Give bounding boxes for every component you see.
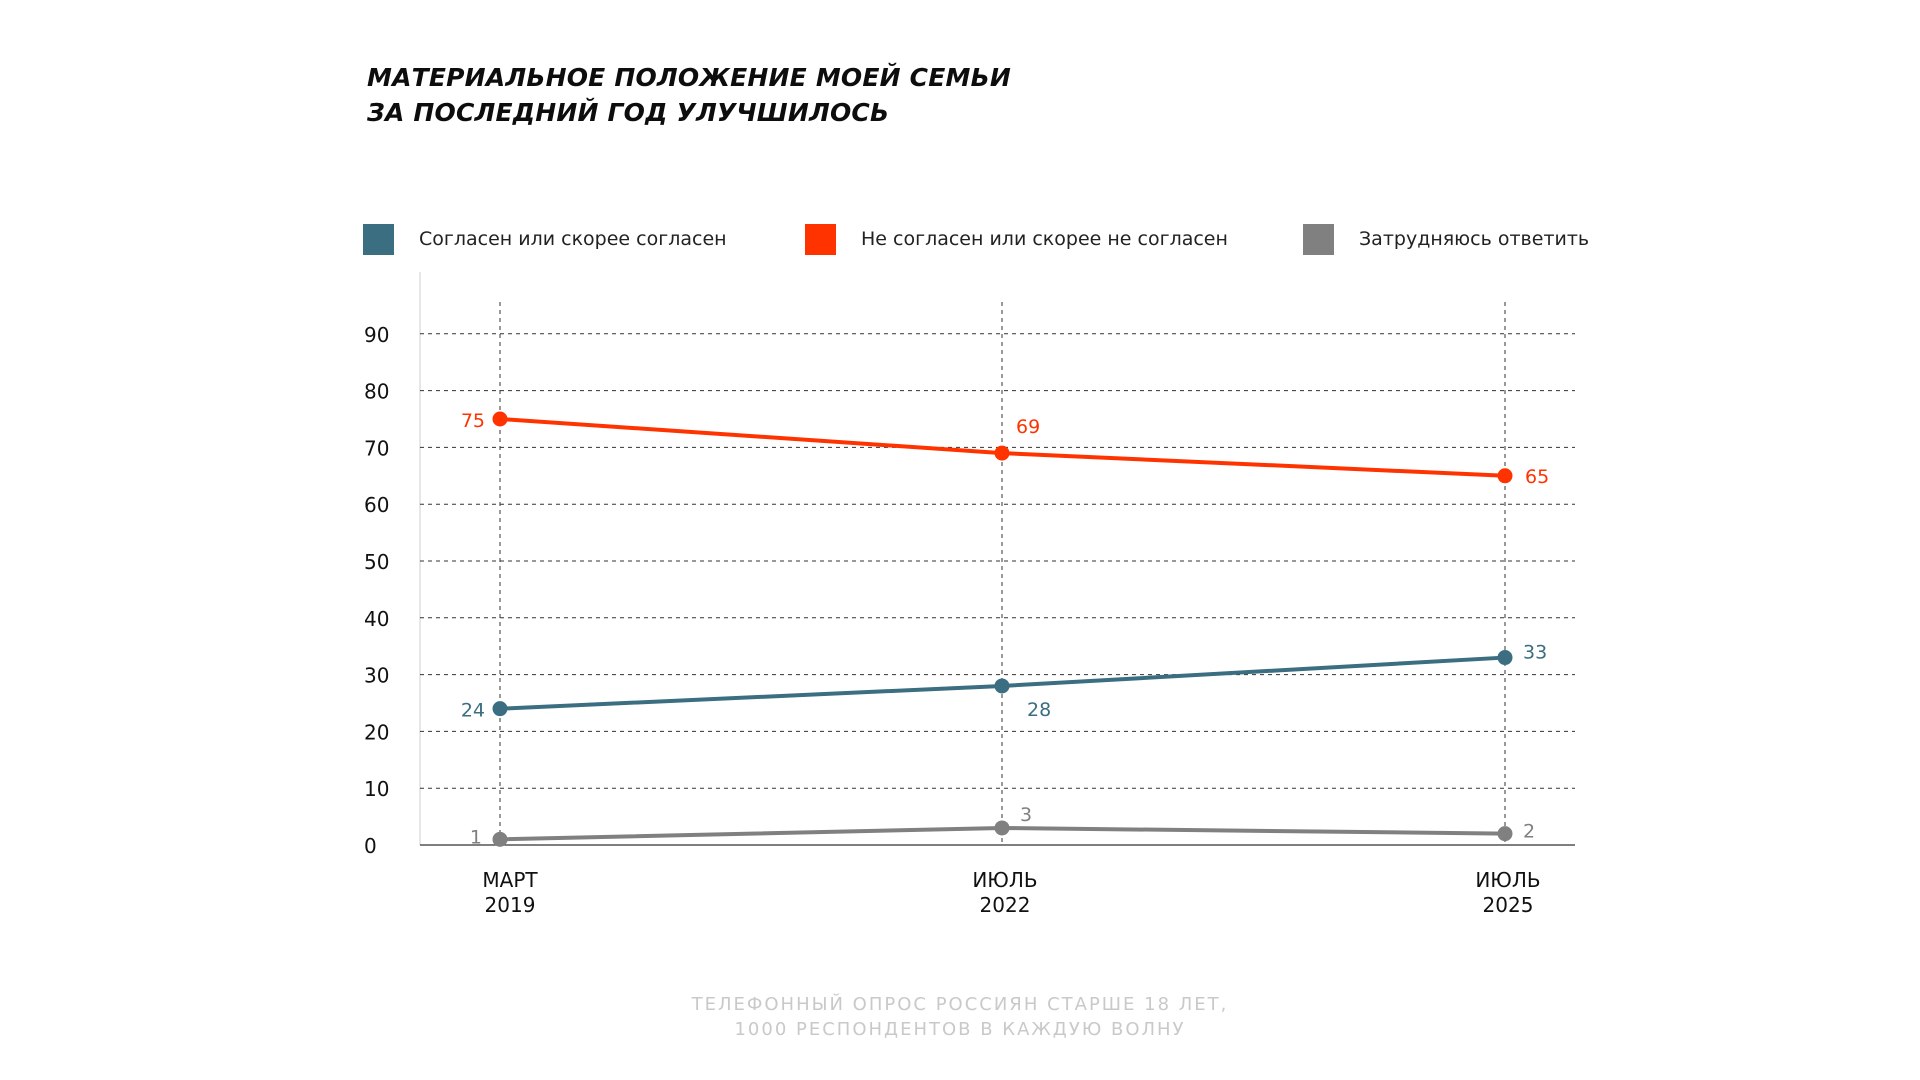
y-tick-label-40: 40 xyxy=(364,607,389,631)
chart-title: МАТЕРИАЛЬНОЕ ПОЛОЖЕНИЕ МОЕЙ СЕМЬИ ЗА ПОС… xyxy=(367,60,1167,130)
legend-label-disagree: Не согласен или скорее не согласен xyxy=(861,228,1228,250)
legend-label-undecided: Затрудняюсь ответить xyxy=(1359,228,1590,250)
point-undecided-1 xyxy=(994,820,1010,836)
y-tick-label-70: 70 xyxy=(364,436,389,460)
data-label-disagree-2: 65 xyxy=(1525,466,1549,488)
data-label-undecided-2: 2 xyxy=(1523,821,1535,843)
x-tick-label-2-0: ИЮЛЬ xyxy=(1475,868,1540,892)
y-tick-label-10: 10 xyxy=(364,777,389,801)
data-label-disagree-1: 69 xyxy=(1016,416,1040,438)
x-tick-label-1-1: 2022 xyxy=(980,893,1031,917)
footnote-line-2: 1000 РЕСПОНДЕНТОВ В КАЖДУЮ ВОЛНУ xyxy=(734,1019,1186,1040)
point-disagree-0 xyxy=(492,411,508,427)
y-tick-label-30: 30 xyxy=(364,664,389,688)
chart-title-line-2: ЗА ПОСЛЕДНИЙ ГОД УЛУЧШИЛОСЬ xyxy=(367,98,890,127)
data-label-agree-1: 28 xyxy=(1027,699,1051,721)
point-undecided-0 xyxy=(492,831,508,847)
point-disagree-2 xyxy=(1497,468,1513,484)
data-label-agree-2: 33 xyxy=(1523,642,1547,664)
x-tick-label-2-1: 2025 xyxy=(1483,893,1534,917)
legend-swatch-undecided xyxy=(1303,223,1334,255)
point-disagree-1 xyxy=(994,445,1010,461)
data-label-undecided-1: 3 xyxy=(1020,804,1032,826)
data-label-undecided-0: 1 xyxy=(470,826,482,848)
legend-item-disagree: Не согласен или скорее не согласен xyxy=(805,223,1228,255)
y-tick-label-60: 60 xyxy=(364,493,389,517)
y-tick-label-90: 90 xyxy=(364,323,389,347)
x-tick-label-0-1: 2019 xyxy=(485,893,536,917)
footnote: ТЕЛЕФОННЫЙ ОПРОС РОССИЯН СТАРШЕ 18 ЛЕТ, … xyxy=(0,992,1920,1042)
point-agree-2 xyxy=(1497,650,1513,666)
chart-title-line-1: МАТЕРИАЛЬНОЕ ПОЛОЖЕНИЕ МОЕЙ СЕМЬИ xyxy=(367,63,1011,92)
data-label-agree-0: 24 xyxy=(461,700,485,722)
x-tick-label-1-0: ИЮЛЬ xyxy=(972,868,1037,892)
legend-swatch-agree xyxy=(363,223,394,255)
point-agree-1 xyxy=(994,678,1010,694)
x-tick-label-0-0: МАРТ xyxy=(482,868,538,892)
legend-label-agree: Согласен или скорее согласен xyxy=(419,228,727,250)
footnote-line-1: ТЕЛЕФОННЫЙ ОПРОС РОССИЯН СТАРШЕ 18 ЛЕТ, xyxy=(691,994,1229,1015)
y-tick-label-20: 20 xyxy=(364,720,389,744)
data-label-disagree-0: 75 xyxy=(461,410,485,432)
point-undecided-2 xyxy=(1497,826,1513,842)
point-agree-0 xyxy=(492,701,508,717)
legend-item-agree: Согласен или скорее согласен xyxy=(363,223,727,255)
legend-swatch-disagree xyxy=(805,223,836,255)
y-tick-label-80: 80 xyxy=(364,380,389,404)
legend-item-undecided: Затрудняюсь ответить xyxy=(1303,223,1589,255)
y-tick-label-0: 0 xyxy=(364,834,377,858)
y-tick-label-50: 50 xyxy=(364,550,389,574)
